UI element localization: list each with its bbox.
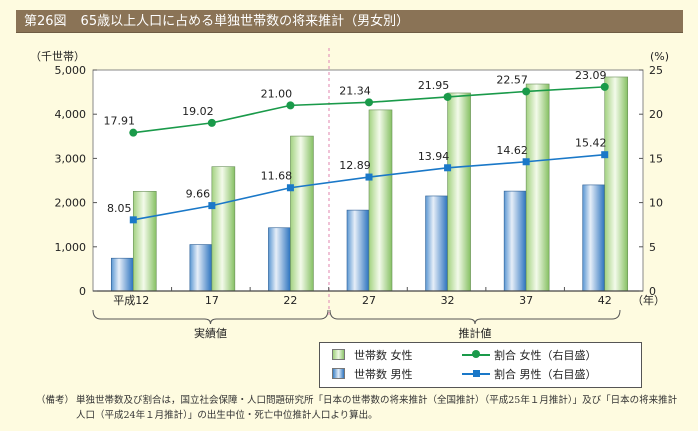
left-tick-label: 4,000: [55, 108, 87, 121]
green-bar-swatch-icon: [332, 349, 345, 360]
bar-male: [268, 227, 291, 292]
data-label-male-ratio: 15.42: [575, 137, 607, 150]
data-label-female-ratio: 19.02: [182, 105, 214, 118]
footnote-label: （備考）: [36, 395, 75, 406]
x-tick-label: 37: [519, 294, 533, 307]
footnote-text: 単独世帯数及び割合は，国立社会保障・人口問題研究所「日本の世帯数の将来推計（全国…: [76, 395, 678, 421]
bar-male: [503, 190, 527, 292]
x-axis-unit: （年）: [632, 293, 665, 307]
bar-female: [132, 191, 157, 292]
group-label: 実績値: [194, 326, 227, 340]
data-label-male-ratio: 12.89: [339, 159, 371, 172]
left-tick-label: 3,000: [55, 152, 87, 165]
marker-male-ratio: [444, 164, 452, 172]
figure-title-bar: 第26図 65歳以上人口に占める単独世帯数の将来推計（男女別）: [16, 10, 683, 33]
data-label-female-ratio: 23.09: [575, 69, 607, 82]
data-label-female-ratio: 21.95: [418, 79, 450, 92]
bar-female: [604, 76, 629, 292]
bar-male: [425, 195, 448, 292]
x-tick-label: 27: [362, 294, 376, 307]
data-label-male-ratio: 9.66: [186, 188, 211, 201]
legend-label: 世帯数 男性: [354, 368, 413, 381]
data-label-female-ratio: 21.00: [261, 87, 293, 100]
bar-female: [447, 92, 471, 292]
figure-title: 65歳以上人口に占める単独世帯数の将来推計（男女別）: [80, 14, 410, 29]
x-tick-label: 平成12: [113, 294, 149, 307]
marker-female-ratio: [600, 82, 609, 91]
data-label-male-ratio: 13.94: [418, 150, 450, 163]
right-tick-label: 20: [649, 108, 663, 121]
marker-male-ratio: [365, 173, 373, 181]
right-tick-label: 5: [649, 241, 656, 254]
left-tick-label: 2,000: [55, 197, 87, 210]
group-brace: [329, 309, 621, 325]
marker-female-ratio: [129, 128, 138, 137]
bar-female: [211, 166, 236, 292]
marker-male-ratio: [601, 151, 609, 159]
legend-label: 割合 女性（右目盛）: [494, 349, 597, 362]
left-axis-unit: （千世帯）: [30, 50, 85, 63]
bar-male: [110, 257, 134, 292]
marker-male-ratio: [522, 158, 530, 166]
bar-female: [368, 109, 393, 292]
legend-item-line-female: 割合 女性（右目盛）: [462, 348, 597, 364]
legend-item-bar-female: 世帯数 女性: [332, 348, 413, 364]
data-label-male-ratio: 8.05: [107, 202, 132, 215]
group-brace: [92, 309, 329, 325]
x-tick-label: 22: [283, 294, 297, 307]
data-label-female-ratio: 21.34: [339, 84, 371, 97]
legend-item-bar-male: 世帯数 男性: [332, 367, 413, 383]
bar-female: [525, 83, 550, 292]
right-tick-label: 0: [649, 285, 656, 298]
footnote: （備考） 単独世帯数及び割合は，国立社会保障・人口問題研究所「日本の世帯数の将来…: [36, 393, 686, 423]
bar-male: [189, 244, 213, 292]
bar-male: [582, 184, 606, 292]
legend-item-line-male: 割合 男性（右目盛）: [462, 367, 597, 383]
x-tick-label: 17: [205, 294, 219, 307]
marker-male-ratio: [208, 202, 216, 210]
data-label-male-ratio: 11.68: [261, 170, 293, 183]
group-label: 推計値: [459, 326, 492, 340]
data-label-female-ratio: 17.91: [104, 115, 136, 128]
blue-bar-swatch-icon: [332, 368, 345, 379]
marker-female-ratio: [522, 87, 531, 96]
marker-female-ratio: [365, 98, 373, 107]
marker-female-ratio: [207, 118, 216, 127]
legend: 世帯数 女性 世帯数 男性 割合 女性（右目盛） 割合 男性（右目盛）: [319, 342, 642, 388]
legend-label: 割合 男性（右目盛）: [494, 368, 597, 381]
x-tick-label: 42: [598, 294, 612, 307]
left-tick-label: 5,000: [55, 64, 87, 77]
marker-female-ratio: [286, 101, 295, 110]
marker-male-ratio: [286, 184, 294, 192]
right-tick-label: 25: [649, 64, 663, 77]
left-tick-label: 0: [79, 285, 86, 298]
left-tick-label: 1,000: [55, 241, 87, 254]
x-tick-label: 32: [441, 294, 455, 307]
right-tick-label: 10: [649, 197, 663, 210]
legend-label: 世帯数 女性: [354, 349, 413, 362]
bar-male: [346, 209, 370, 292]
data-label-female-ratio: 22.57: [496, 73, 528, 86]
marker-male-ratio: [129, 216, 137, 224]
right-tick-label: 15: [649, 152, 663, 165]
green-line-circle-marker-icon: [462, 349, 490, 360]
right-axis-unit: (%): [650, 50, 669, 63]
figure-number: 第26図: [24, 14, 67, 29]
bar-female: [290, 135, 314, 292]
blue-line-square-marker-icon: [462, 368, 490, 379]
marker-female-ratio: [443, 92, 452, 101]
data-label-male-ratio: 14.62: [496, 144, 528, 157]
